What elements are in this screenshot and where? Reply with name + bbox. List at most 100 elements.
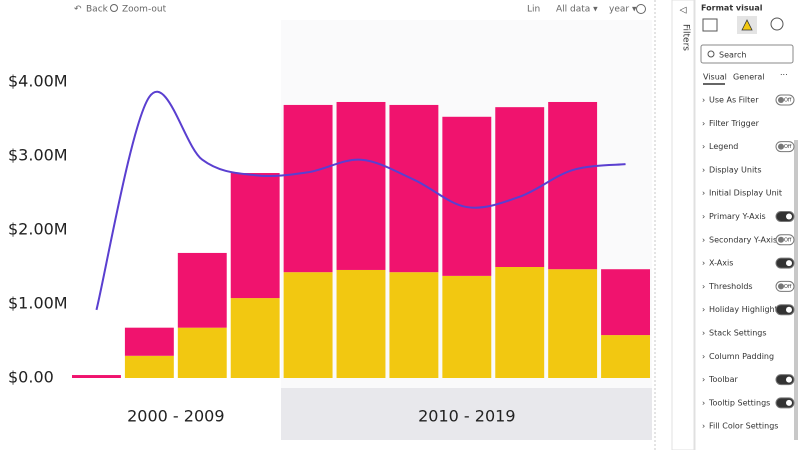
info-icon[interactable] (636, 4, 646, 14)
group-band (281, 388, 652, 440)
pane-title: Format visual (701, 4, 763, 13)
toggle-state: On (778, 307, 785, 313)
filters-label[interactable]: Filters (681, 24, 691, 51)
toggle-knob (786, 213, 792, 220)
chevron: › (702, 375, 705, 384)
setting-label[interactable]: Initial Display Unit (709, 189, 782, 198)
toggle-knob (786, 399, 792, 406)
line (95, 90, 626, 311)
setting-label[interactable]: Filter Trigger (709, 119, 760, 128)
filters-tab[interactable] (671, 0, 695, 450)
format-brush (741, 19, 753, 31)
y-tick-label: $1.00M (8, 294, 68, 313)
bar-segment (336, 101, 386, 270)
toggle-knob (786, 306, 792, 313)
bar-segment (124, 355, 174, 378)
chevron: › (702, 142, 705, 151)
setting-label[interactable]: Fill Color Settings (709, 422, 778, 431)
back-icon[interactable]: ↶ (74, 5, 82, 15)
chevron: › (702, 422, 705, 431)
chevron: › (702, 329, 705, 338)
toggle-state: On (778, 261, 785, 267)
bar-segment (548, 269, 598, 378)
chevron: › (702, 259, 705, 268)
x-group-label: 2000 - 2009 (127, 407, 224, 426)
bar-segment (389, 272, 439, 378)
chevron: › (702, 165, 705, 174)
setting-label[interactable]: Holiday Highlight (709, 305, 778, 314)
bar-segment (230, 298, 280, 378)
bar-segment (177, 327, 227, 378)
toggle-state: On (778, 377, 785, 383)
more-options[interactable]: ··· (780, 71, 788, 80)
setting-label[interactable]: X-Axis (709, 259, 733, 268)
scrollbar[interactable] (794, 140, 798, 440)
setting-label[interactable]: Display Units (709, 165, 761, 174)
tab-general[interactable]: General (733, 73, 765, 82)
setting-label[interactable]: Tooltip Settings (708, 398, 770, 407)
data-range[interactable]: All data ▾ (556, 5, 598, 15)
x-group-label: 2010 - 2019 (418, 407, 515, 426)
bar-segment (230, 173, 280, 299)
setting-label[interactable]: Toolbar (708, 375, 739, 384)
bar-segment (601, 269, 650, 336)
chevron: › (702, 96, 705, 105)
y-tick-label: $4.00M (8, 72, 68, 91)
chevron: › (702, 305, 705, 314)
search-icon (707, 50, 715, 58)
setting-label[interactable]: Column Padding (709, 352, 774, 361)
bar-segment (283, 272, 333, 378)
bar-segment (283, 104, 333, 273)
toggle-state: Off (784, 284, 792, 290)
bar-segment (601, 335, 650, 378)
chevron: › (702, 119, 705, 128)
chevron: › (702, 282, 705, 291)
toggle-knob (778, 283, 784, 290)
toggle-state: On (778, 214, 785, 220)
y-tick-label: $3.00M (8, 146, 68, 165)
toggle-state: Off (784, 144, 792, 150)
chevron: › (702, 212, 705, 221)
analytics-icon[interactable] (770, 17, 784, 31)
chevron: › (702, 352, 705, 361)
setting-label[interactable]: Legend (709, 142, 738, 151)
fields-icon[interactable] (702, 18, 718, 32)
back[interactable]: Back (86, 5, 109, 15)
bar-segment (442, 116, 492, 276)
zoom-icon (110, 4, 118, 12)
tab-visual[interactable]: Visual (703, 73, 727, 82)
setting-label[interactable]: Thresholds (708, 282, 753, 291)
collapse-icon[interactable]: ◁ (680, 6, 687, 16)
setting-label[interactable]: Stack Settings (709, 329, 767, 338)
toggle-state: Off (784, 237, 792, 243)
bar-segment (548, 101, 598, 270)
search-box[interactable] (700, 44, 794, 64)
search-placeholder[interactable]: Search (719, 51, 746, 60)
scale-toggle[interactable]: Lin (527, 5, 540, 15)
bar-segment (495, 267, 545, 378)
setting-label[interactable]: Secondary Y-Axis (709, 235, 777, 244)
level[interactable]: year ▾ (609, 5, 637, 15)
bar-segment (336, 269, 386, 378)
bar-segment (495, 107, 545, 267)
toggle-knob (778, 97, 784, 103)
toolbar: ↶ Back Zoom-out Lin All data ▾ year ▾ (74, 4, 646, 15)
toggle-knob (786, 260, 792, 267)
chevron: › (702, 398, 705, 407)
toggle-state: On (778, 400, 785, 406)
setting-label[interactable]: Use As Filter (709, 96, 759, 105)
chevron: › (702, 189, 705, 198)
setting-label[interactable]: Primary Y-Axis (709, 212, 766, 221)
toggle-knob (778, 236, 784, 243)
y-tick-label: $2.00M (8, 220, 68, 239)
toggle-knob (786, 376, 792, 383)
bar-segment (72, 375, 121, 378)
bar-segment (442, 275, 492, 378)
bar-segment (124, 327, 174, 356)
zoom-out[interactable]: Zoom-out (122, 5, 167, 15)
toggle-knob (778, 143, 784, 150)
toggle-state: Off (784, 98, 792, 104)
y-tick-label: $0.00 (8, 368, 54, 387)
bar-segment (177, 252, 227, 328)
